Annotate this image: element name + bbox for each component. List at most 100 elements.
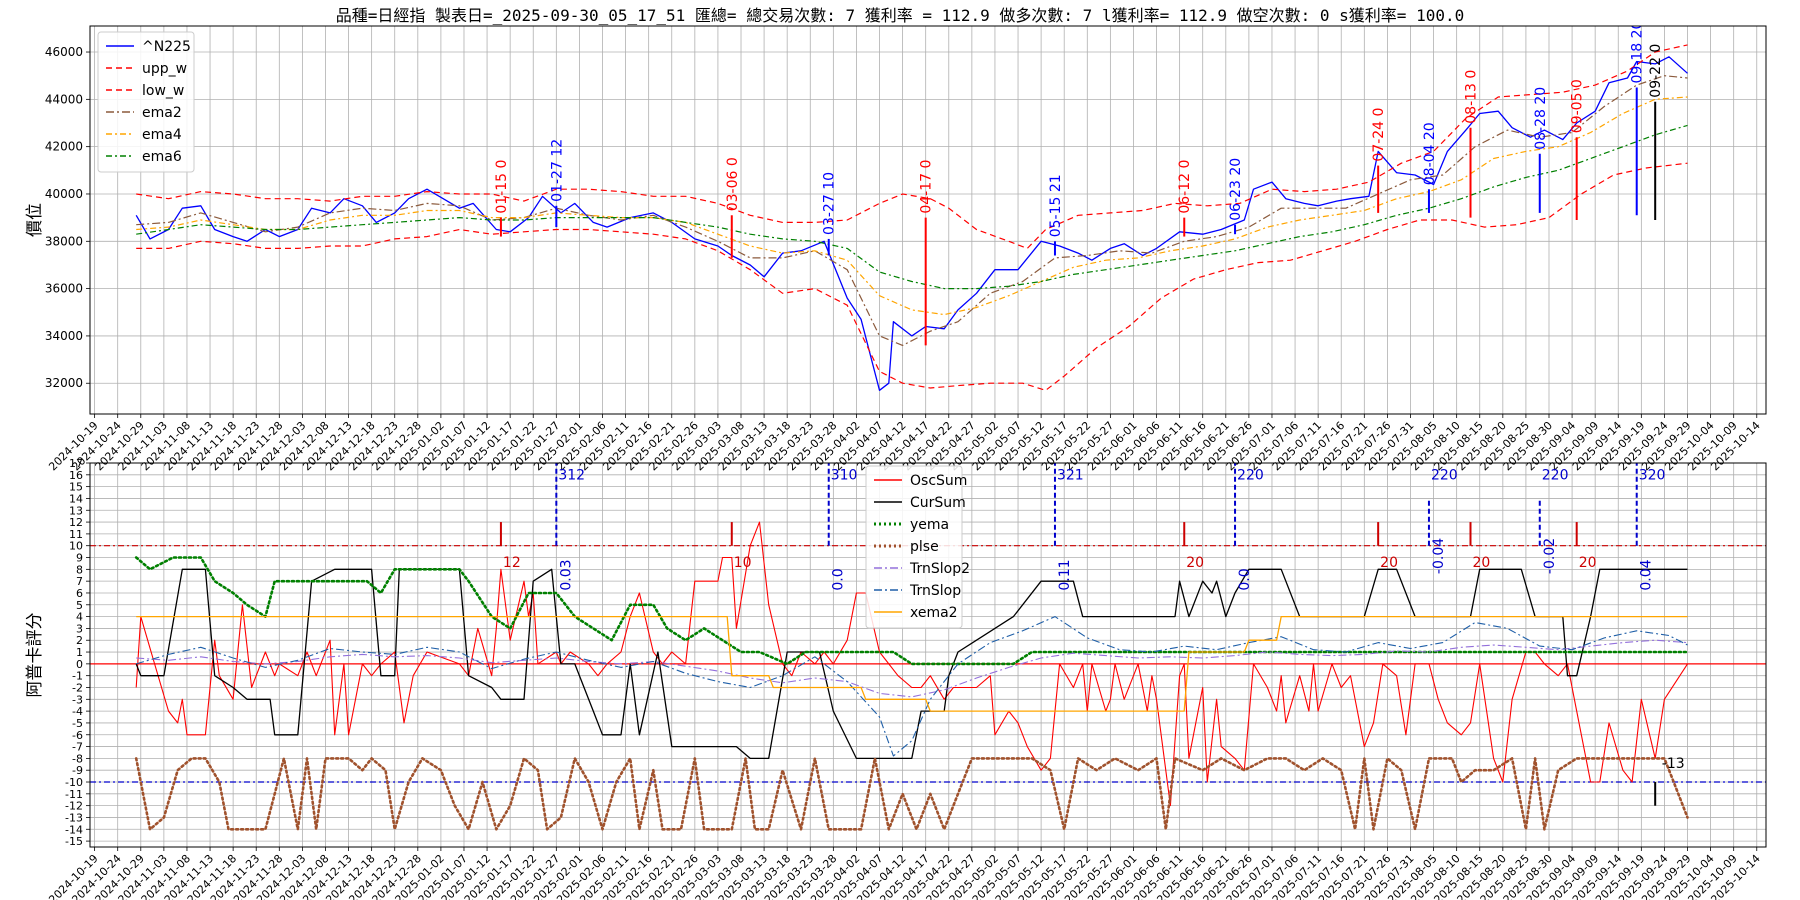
annotation-label: 220: [1431, 468, 1458, 484]
trade-marker-label: 09-18 20: [1630, 21, 1646, 84]
y-axis-label: 價位: [25, 203, 45, 237]
y-tick-label: -2: [72, 681, 83, 694]
y-tick-label: -12: [65, 800, 83, 813]
annotation-label: 10: [734, 555, 752, 571]
annotation-label: -13: [1662, 756, 1685, 772]
y-tick-label: -1: [72, 670, 83, 683]
series-line-plse: [134, 757, 1689, 831]
y-tick-label: 36000: [45, 282, 83, 296]
plot-area: 01-15 0 01-27 12 03-06 0 03-27 10 04-17 0 05-…: [135, 21, 1688, 391]
price-panel: 32000 34000 36000 38000 40000 42000 44000 46000…: [25, 21, 1767, 473]
trade-marker-label: 06-23 20: [1228, 158, 1244, 221]
y-tick-label: 16: [69, 469, 83, 482]
legend: OscSum CurSum yema plse TrnSlop2 TrnSlop xema2: [865, 465, 970, 629]
legend: ^N225 upp_w low_w ema2 ema4 ema6: [97, 31, 195, 173]
y-tick-label: -5: [72, 717, 83, 730]
trade-marker-label: 01-15 0: [494, 160, 510, 214]
trade-marker-label: 03-27 10: [822, 172, 838, 235]
trade-marker-label: 09-05 0: [1570, 79, 1586, 133]
legend-label: TrnSlop: [909, 583, 961, 599]
annotation-label: -0.02: [1542, 538, 1558, 574]
axes-frame: [89, 462, 1767, 848]
trade-marker-label: 03-06 0: [725, 157, 741, 211]
legend-label: ema2: [142, 105, 182, 121]
annotation-label: 310: [831, 468, 858, 484]
y-tick-label: 14: [69, 492, 83, 505]
y-tick-label: -3: [72, 693, 83, 706]
legend-label: ema4: [142, 127, 182, 143]
legend-label: ^N225: [142, 39, 191, 55]
trade-marker-label: 04-17 0: [919, 160, 935, 214]
y-tick-label: 7: [76, 575, 83, 588]
y-tick-label: 13: [69, 504, 83, 517]
y-tick-label: -8: [72, 752, 83, 765]
series-line-n225: [135, 56, 1688, 391]
y-tick-label: -6: [72, 729, 83, 742]
annotation-label: 312: [558, 468, 585, 484]
trade-marker-label: 06-12 0: [1177, 160, 1193, 214]
y-tick-label: 0: [76, 658, 83, 671]
series-line-ema4: [136, 96, 1688, 316]
y-tick-label: 15: [69, 481, 83, 494]
y-tick-label: 8: [76, 563, 83, 576]
trade-marker-label: 08-28 20: [1533, 87, 1549, 150]
plot-area: 312 310 321 220 220 220 320 12 10 20 20 20 20 0.03 0.0…: [90, 463, 1766, 831]
series-line-cursum: [135, 568, 1688, 760]
x-axis: 2024-10-192024-10-242024-10-292024-11-03…: [46, 847, 1763, 900]
y-tick-label: 6: [76, 587, 83, 600]
axes-frame: [89, 25, 1767, 415]
annotation-label: 20: [1579, 555, 1597, 571]
annotation-label: 20: [1473, 555, 1491, 571]
legend-label: plse: [910, 539, 939, 555]
y-tick-label: -13: [65, 811, 83, 824]
annotation-label: 220: [1237, 468, 1264, 484]
annotation-label: 12: [503, 555, 521, 571]
legend-label: TrnSlop2: [909, 561, 970, 577]
trade-marker-label: 08-13 0: [1464, 70, 1480, 124]
y-tick-label: 38000: [45, 234, 83, 248]
legend-label: CurSum: [910, 495, 966, 511]
annotation-label: 320: [1639, 468, 1666, 484]
series-line-trnslop2: [136, 639, 1688, 698]
series-line-uppw: [136, 44, 1688, 249]
y-tick-label: 3: [76, 622, 83, 635]
legend-box: [865, 465, 963, 629]
y-tick-label: 1: [76, 646, 83, 659]
y-tick-label: 34000: [45, 329, 83, 343]
series-line-xema2: [136, 615, 1688, 712]
y-tick-label: -9: [72, 764, 83, 777]
annotation-label: 321: [1057, 468, 1084, 484]
legend-label: yema: [910, 517, 949, 533]
y-tick-label: -14: [65, 823, 83, 836]
y-tick-label: 32000: [45, 376, 83, 390]
y-tick-label: 12: [69, 516, 83, 529]
y-tick-label: 4: [76, 611, 83, 624]
annotation-label: 0.04: [1639, 559, 1655, 590]
legend-label: low_w: [142, 83, 184, 99]
legend-label: ema6: [142, 149, 182, 165]
y-tick-label: -11: [65, 788, 83, 801]
series-line-ema6: [136, 124, 1688, 290]
y-tick-label: 46000: [45, 45, 83, 59]
score-panel: -15-14-13-12-11-10-9-8-7-6-5-4-3-2-10123…: [25, 457, 1767, 900]
y-tick-label: -15: [65, 835, 83, 848]
series-line-trnslop: [136, 616, 1688, 757]
annotation-label: 0.0: [1237, 568, 1253, 590]
y-tick-label: 10: [69, 540, 83, 553]
grid: [90, 26, 1766, 414]
y-tick-label: -10: [65, 776, 83, 789]
y-axis: 32000 34000 36000 38000 40000 42000 44000 46000: [45, 45, 90, 390]
series-line-ema2: [136, 75, 1688, 346]
annotation-label: 0.0: [831, 568, 847, 590]
trade-marker-label: 05-15 21: [1048, 174, 1064, 237]
y-tick-label: 2: [76, 634, 83, 647]
y-tick-label: -7: [72, 741, 83, 754]
series-line-oscsum: [135, 521, 1688, 807]
series-line-yema: [134, 556, 1689, 666]
y-tick-label: -4: [72, 705, 83, 718]
annotation-label: 0.11: [1057, 559, 1073, 590]
y-tick-label: 17: [69, 457, 83, 470]
legend-label: xema2: [910, 605, 958, 621]
trade-marker-label: 08-04 20: [1422, 122, 1438, 185]
